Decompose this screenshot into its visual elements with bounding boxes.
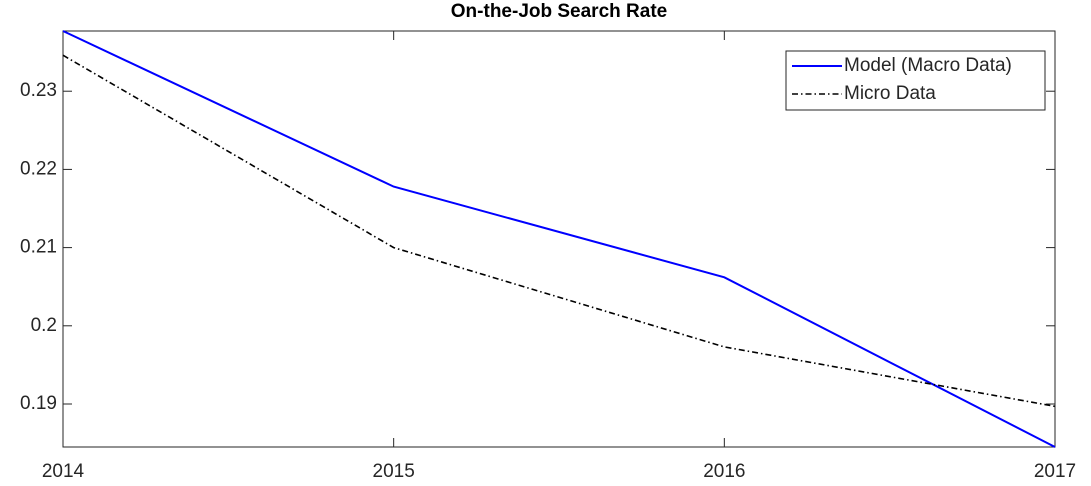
y-tick-label: 0.21 [20, 237, 57, 258]
x-tick-label: 2017 [1034, 461, 1076, 482]
y-tick-label: 0.2 [31, 315, 57, 336]
x-tick-label: 2015 [373, 461, 415, 482]
series-line [62, 54, 1056, 408]
chart-title: On-the-Job Search Rate [451, 1, 667, 22]
x-tick-label: 2014 [42, 461, 85, 482]
y-tick-label: 0.19 [20, 393, 57, 414]
legend-box [785, 50, 1046, 111]
legend-label: Model (Macro Data) [844, 55, 1012, 76]
legend-label: Micro Data [844, 83, 936, 104]
x-tick-label: 2016 [703, 461, 745, 482]
y-tick-label: 0.23 [20, 80, 57, 101]
series-line [62, 30, 1056, 448]
y-tick-label: 0.22 [20, 158, 57, 179]
